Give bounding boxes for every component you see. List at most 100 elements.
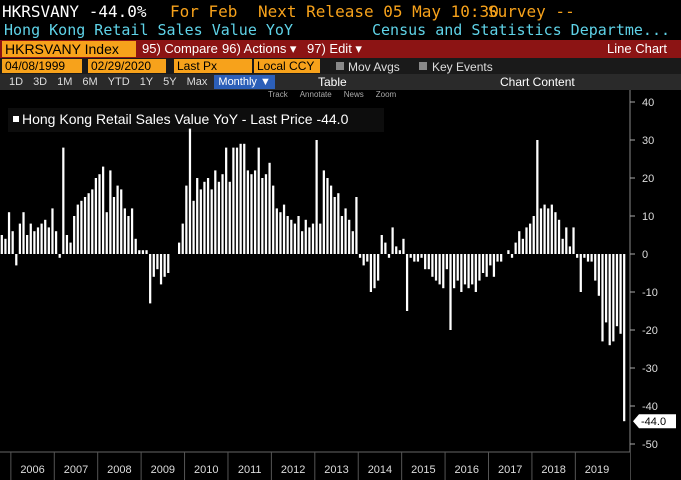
bar (282, 204, 286, 254)
range-button[interactable]: 1D (9, 76, 24, 88)
bar (235, 147, 239, 254)
bar (0, 235, 3, 254)
bar (438, 254, 441, 285)
bar (264, 174, 268, 254)
bar (51, 208, 54, 254)
bar (203, 181, 206, 254)
bar (326, 178, 329, 254)
bar (579, 254, 582, 292)
bar (286, 216, 289, 254)
frequency[interactable]: Monthly ▼ (214, 75, 275, 89)
key-events[interactable]: Key Events (432, 60, 493, 74)
bar (290, 219, 293, 254)
field[interactable]: Last Px (174, 59, 252, 73)
bar (268, 162, 271, 254)
range-button[interactable]: 6M (82, 76, 98, 88)
bar (463, 254, 467, 285)
edit-button[interactable]: 97) Edit ▾ (303, 41, 366, 57)
tool[interactable]: Annotate (299, 90, 332, 99)
bar (138, 250, 141, 254)
bar (547, 208, 550, 254)
tool[interactable]: News (343, 90, 364, 99)
ticker-quote: HKRSVANY -44.0% (2, 2, 147, 21)
bar (109, 170, 112, 254)
x-tick-label: 2018 (541, 464, 565, 476)
bar (329, 185, 333, 254)
bar (177, 242, 181, 254)
tools: Track Annotate News Zoom (268, 90, 396, 99)
x-tick-label: 2006 (20, 464, 44, 476)
range-button[interactable]: Max (186, 76, 208, 88)
bar (514, 242, 517, 254)
x-tick-label: 2015 (411, 464, 435, 476)
bar (337, 193, 340, 254)
compare-button[interactable]: 95) Compare (138, 41, 222, 57)
bar (76, 204, 79, 254)
range-button[interactable]: YTD (107, 76, 130, 88)
end-date[interactable]: 02/29/2020 (88, 59, 166, 73)
bar (539, 208, 543, 254)
x-tick-label: 2010 (194, 464, 218, 476)
bar (424, 254, 427, 270)
legend: Hong Kong Retail Sales Value YoY - Last … (22, 111, 349, 127)
bar (98, 174, 101, 254)
y-tick-label: -50 (642, 439, 658, 451)
bar (22, 212, 25, 254)
bar (597, 254, 600, 296)
bar (416, 254, 420, 262)
bar (543, 204, 546, 254)
bar (565, 227, 568, 254)
currency[interactable]: Local CCY (254, 59, 320, 73)
bar (427, 254, 430, 270)
bar (141, 250, 145, 254)
bar (322, 170, 325, 254)
bar (58, 254, 61, 258)
range-button[interactable]: 3D (33, 76, 48, 88)
table-button[interactable]: Table (318, 75, 347, 89)
bar (311, 223, 315, 254)
bar (402, 238, 405, 254)
bar (409, 254, 412, 258)
bar (489, 254, 492, 266)
bar (73, 216, 76, 254)
range-bar (0, 74, 681, 90)
bar (391, 227, 394, 254)
security[interactable]: HKRSVANY Index (2, 41, 136, 57)
range-button[interactable]: 1M (57, 76, 73, 88)
bar (604, 254, 608, 323)
bar (590, 254, 593, 262)
x-tick-label: 2009 (151, 464, 175, 476)
chart-content[interactable]: Chart Content (500, 75, 575, 89)
range-button[interactable]: 1Y (139, 76, 154, 88)
bar (206, 178, 210, 254)
bar (467, 254, 470, 289)
bar (272, 185, 275, 254)
x-tick-label: 2011 (238, 464, 262, 476)
bar (398, 250, 401, 254)
tool[interactable]: Track (268, 90, 288, 99)
next-release: Next Release 05 May 10:30 (258, 2, 499, 21)
start-date[interactable]: 04/08/1999 (2, 59, 82, 73)
chart: Hong Kong Retail Sales Value YoY - Last … (0, 90, 676, 480)
bar (384, 242, 387, 254)
bar (528, 223, 532, 254)
bar (257, 147, 260, 254)
bar (192, 200, 195, 254)
checkbox[interactable] (336, 62, 344, 70)
bar (26, 235, 29, 254)
range-button[interactable]: 5Y (163, 76, 177, 88)
bar (586, 254, 590, 262)
actions-button[interactable]: 96) Actions ▾ (218, 41, 301, 57)
bar (583, 254, 586, 258)
bar (395, 246, 398, 254)
legend-swatch (13, 116, 19, 122)
bar (94, 178, 98, 254)
mov-avgs[interactable]: Mov Avgs (348, 60, 400, 74)
tool[interactable]: Zoom (375, 90, 397, 99)
bar (510, 254, 514, 258)
bar (369, 254, 373, 292)
checkbox[interactable] (419, 62, 427, 70)
bar (615, 254, 619, 327)
bar (387, 254, 391, 258)
bar (554, 212, 557, 254)
